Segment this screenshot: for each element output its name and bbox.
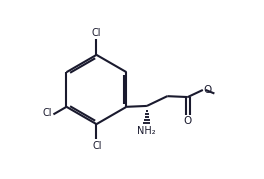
Text: O: O [203,85,212,95]
Text: O: O [184,116,192,126]
Text: Cl: Cl [42,108,52,118]
Text: NH₂: NH₂ [137,126,155,136]
Text: Cl: Cl [92,28,101,38]
Text: Cl: Cl [93,141,102,151]
